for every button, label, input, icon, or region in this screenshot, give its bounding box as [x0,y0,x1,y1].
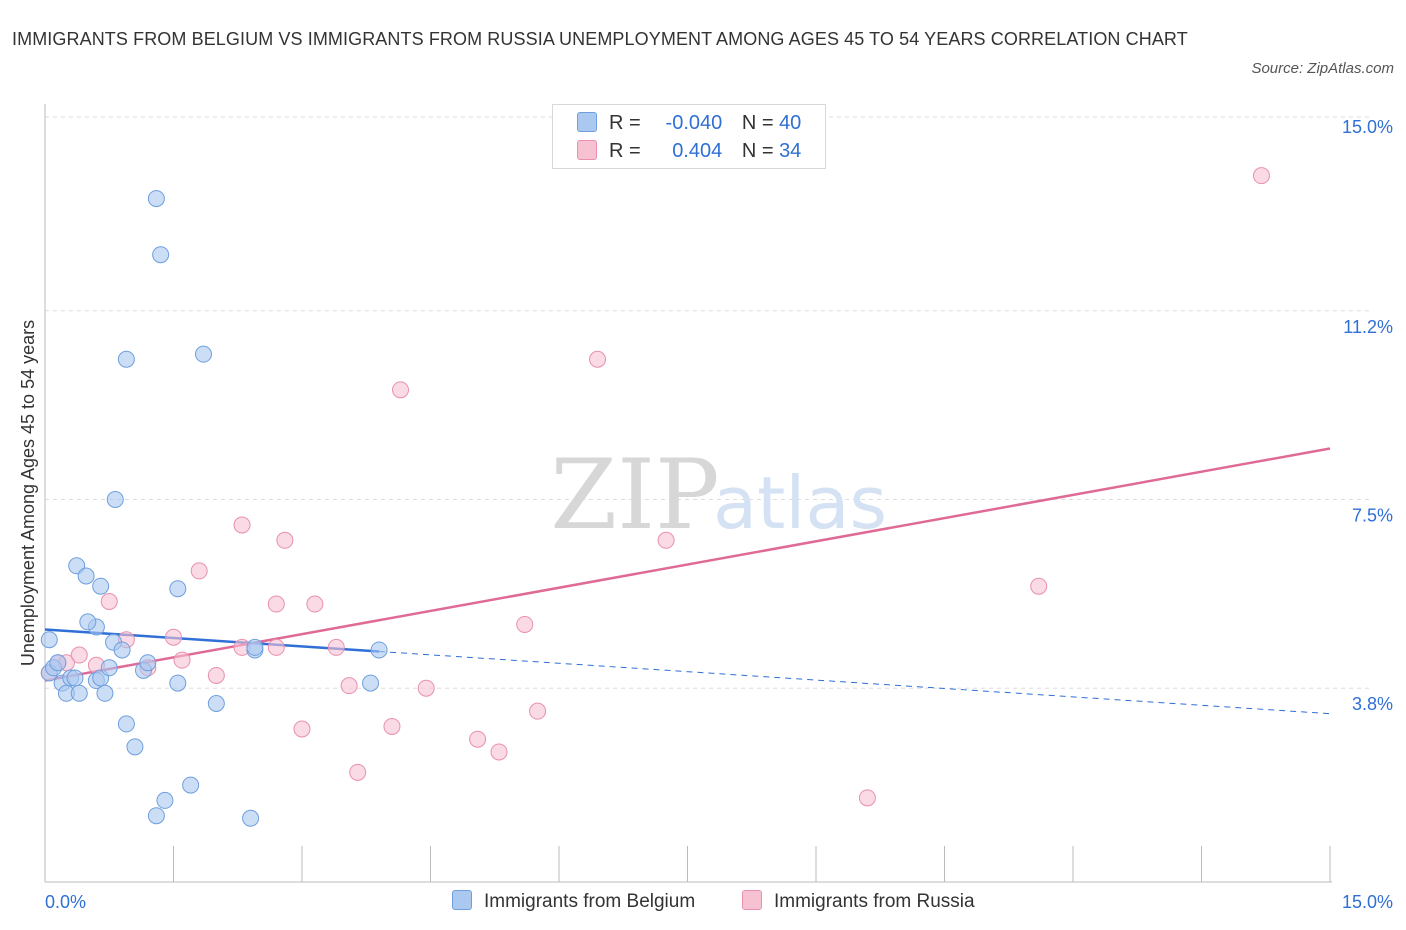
bottom-legend-russia: Immigrants from Russia [742,890,975,913]
belgium-point [66,669,84,687]
legend-row-russia: R = 0.404 N = 34 [577,140,801,166]
belgium-point [246,638,264,656]
y-tick-label: 15.0% [1342,117,1393,137]
belgium-point [242,809,260,827]
belgium-point [96,684,114,702]
x-tick-label-left: 0.0% [45,892,86,912]
watermark-zip: ZIP [550,439,719,551]
russia-point [529,702,547,720]
belgium-point [106,491,124,508]
belgium-point [77,567,95,585]
belgium-n-label: N = [741,112,774,134]
russia-point [70,646,88,664]
russia-point [469,730,487,748]
russia-point [267,595,285,613]
russia-point [100,593,118,610]
belgium-point [100,659,118,677]
russia-point [1252,167,1270,185]
russia-point [589,350,607,368]
belgium-point [70,684,88,702]
belgium-point [207,695,225,712]
belgium-point [152,246,170,264]
russia-point [349,763,367,781]
russia-point [293,720,311,738]
russia-point [190,562,208,580]
russia-r-label: R = [609,140,641,162]
belgium-point [126,738,144,756]
bottom-legend-belgium: Immigrants from Belgium [452,890,695,913]
belgium-point [194,345,212,363]
y-axis-label: Unemployment Among Ages 45 to 54 years [18,320,38,666]
belgium-point [169,674,187,692]
belgium-r-label: R = [609,112,641,134]
belgium-trend-extension [379,650,1331,715]
russia-point [267,638,285,656]
bottom-belgium-label: Immigrants from Belgium [484,891,696,912]
russia-point [173,651,191,669]
x-tick-label-right: 15.0% [1342,892,1393,912]
russia-point [276,531,294,549]
belgium-point [156,791,174,809]
y-tick-label: 3.8% [1352,694,1393,714]
watermark-atlas: atlas [713,461,887,545]
belgium-point [117,350,135,368]
russia-point [383,717,401,735]
russia-swatch [577,140,597,160]
bottom-russia-label: Immigrants from Russia [774,891,975,912]
russia-n-value: 34 [779,140,802,162]
belgium-point [139,654,157,672]
russia-point [233,516,251,534]
belgium-point [147,807,165,825]
belgium-point [370,641,388,659]
belgium-point [169,580,187,598]
russia-point [516,615,534,633]
belgium-point [182,776,200,794]
legend-row-belgium: R = -0.040 N = 40 [577,112,801,138]
belgium-point [147,190,165,208]
belgium-point [117,715,135,733]
belgium-point [113,641,131,659]
belgium-swatch [577,112,597,132]
correlation-legend: R = -0.040 N = 40 R = 0.404 N = 34 [552,104,826,169]
belgium-point [49,654,67,672]
y-tick-label: 7.5% [1352,506,1393,526]
russia-r-value: 0.404 [672,140,723,162]
belgium-point [362,674,380,692]
belgium-n-value: 40 [779,112,802,134]
belgium-point [92,577,110,595]
russia-n-label: N = [741,140,774,162]
bottom-belgium-swatch [452,890,472,910]
belgium-point [40,631,58,649]
russia-point [340,677,358,695]
russia-point [306,595,324,613]
russia-point [165,628,182,646]
tick-labels: 3.8% 7.5% 11.2% 15.0% 0.0% 15.0% [45,117,1393,912]
russia-point [1030,577,1048,595]
source-label: Source: ZipAtlas.com [1251,60,1394,77]
chart-title: IMMIGRANTS FROM BELGIUM VS IMMIGRANTS FR… [12,29,1188,49]
russia-point [207,666,225,684]
bottom-russia-swatch [742,890,762,910]
belgium-point [79,613,97,631]
gridlines [45,116,1370,689]
belgium-r-value: -0.040 [665,112,723,134]
russia-point [490,743,508,761]
data-points [40,167,1270,827]
russia-point [392,381,410,399]
russia-point [327,638,345,656]
russia-point [417,679,435,697]
russia-point [858,789,876,807]
russia-point [657,531,675,549]
y-tick-label: 11.2% [1343,317,1393,337]
axes [44,104,1332,883]
